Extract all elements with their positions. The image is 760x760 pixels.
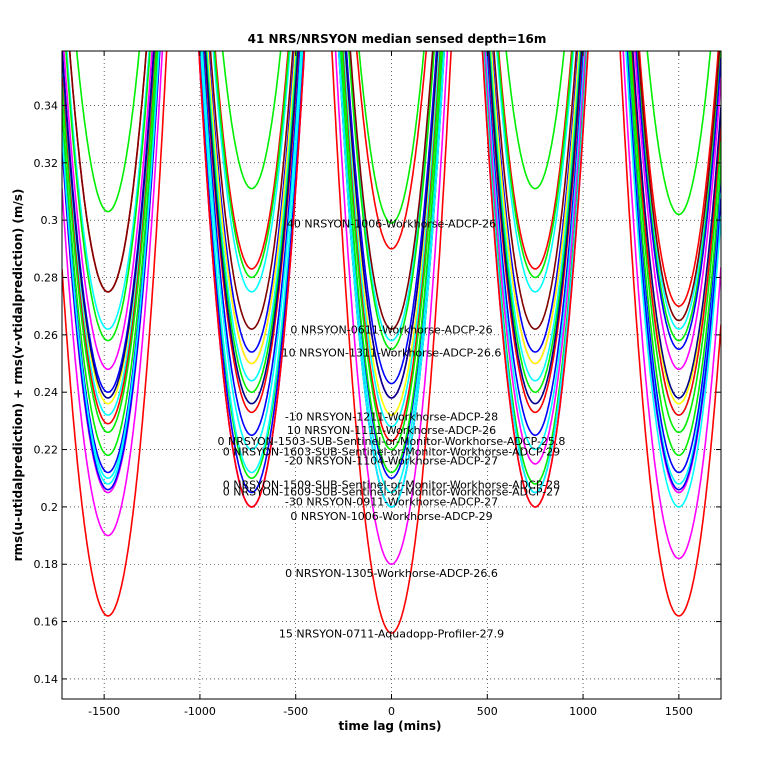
series-line <box>68 51 721 330</box>
x-tick-label: 0 <box>388 705 395 718</box>
series-annotation: 15 NRSYON-0711-Aquadopp-Profiler-27.9 <box>279 627 504 640</box>
x-tick-label: -1500 <box>88 705 120 718</box>
y-tick-label: 0.28 <box>34 272 59 285</box>
series-annotation: 10 NRSYON-1111-Workhorse-ADCP-26 <box>287 424 496 437</box>
y-tick-label: 0.26 <box>34 329 59 342</box>
series-line <box>62 51 721 508</box>
x-tick-label: 1500 <box>665 705 693 718</box>
y-tick-label: 0.14 <box>34 673 59 686</box>
y-tick-label: 0.3 <box>41 214 59 227</box>
y-tick-label: 0.34 <box>34 99 59 112</box>
x-tick-label: -500 <box>283 705 308 718</box>
series-line <box>62 51 721 485</box>
y-tick-label: 0.32 <box>34 157 59 170</box>
chart-title: 41 NRS/NRSYON median sensed depth=16m <box>248 32 547 46</box>
series-annotation: 0 NRSYON-0611-Workhorse-ADCP-26 <box>290 323 492 336</box>
series-layer <box>62 51 721 634</box>
series-annotation: 0 NRSYON-1305-Workhorse-ADCP-26.6 <box>285 567 498 580</box>
series-annotation: 0 NRSYON-1609-SUB-Sentinel-or-Monitor-Wo… <box>223 485 560 498</box>
series-annotation: 0 NRSYON-1509-SUB-Sentinel-or-Monitor-Wo… <box>223 478 560 491</box>
series-line <box>62 51 721 494</box>
y-tick-label: 0.24 <box>34 386 59 399</box>
series-line <box>62 51 721 442</box>
series-line <box>75 51 712 224</box>
x-tick-label: -1000 <box>184 705 216 718</box>
series-line <box>62 51 721 428</box>
series-annotation: 0 NRSYON-1603-SUB-Sentinel-or-Monitor-Wo… <box>223 445 560 458</box>
y-tick-label: 0.22 <box>34 444 59 457</box>
series-annotation: -30 NRSYON-0911-Workhorse-ADCP-27 <box>285 495 498 508</box>
y-tick-label: 0.16 <box>34 616 59 629</box>
series-annotation: -20 NRSYON-1104-Workhorse-ADCP-27 <box>285 454 498 467</box>
series-line <box>62 51 721 566</box>
y-tick-label: 0.18 <box>34 558 59 571</box>
series-line <box>62 51 721 416</box>
x-tick-label: 1000 <box>569 705 597 718</box>
y-tick-label: 0.2 <box>41 501 59 514</box>
series-line <box>68 51 720 308</box>
series-line <box>66 51 721 342</box>
series-annotation: 40 NRSYON-1006-Workhorse-ADCP-26 <box>287 217 496 230</box>
series-annotation: 0 NRSYON-1006-Workhorse-ADCP-29 <box>290 510 492 523</box>
x-tick-label: 500 <box>477 705 498 718</box>
tick-layer: -1500 -1000 -500 0 500 1000 1500 0.14 0.16 0.18 0.… <box>34 51 721 718</box>
series-line <box>62 51 721 405</box>
series-annotation: 0 NRSYON-1503-SUB-Sentinel-or-Monitor-Wo… <box>218 435 566 448</box>
series-annotation: -10 NRSYON-1211-Workhorse-ADCP-28 <box>285 410 498 423</box>
y-axis-label: rms(u-utidalprediction) + rms(v-vtidalpr… <box>11 189 25 562</box>
series-line <box>62 51 721 394</box>
x-axis-label: time lag (mins) <box>339 719 442 733</box>
series-line <box>65 51 721 351</box>
annotation-layer: 40 NRSYON-1006-Workhorse-ADCP-26 0 NRSYON… <box>218 217 566 640</box>
series-annotation: 10 NRSYON-1311-Workhorse-ADCP-26.6 <box>282 346 502 359</box>
series-line <box>62 51 721 451</box>
series-line <box>62 51 721 634</box>
series-line <box>62 51 721 480</box>
